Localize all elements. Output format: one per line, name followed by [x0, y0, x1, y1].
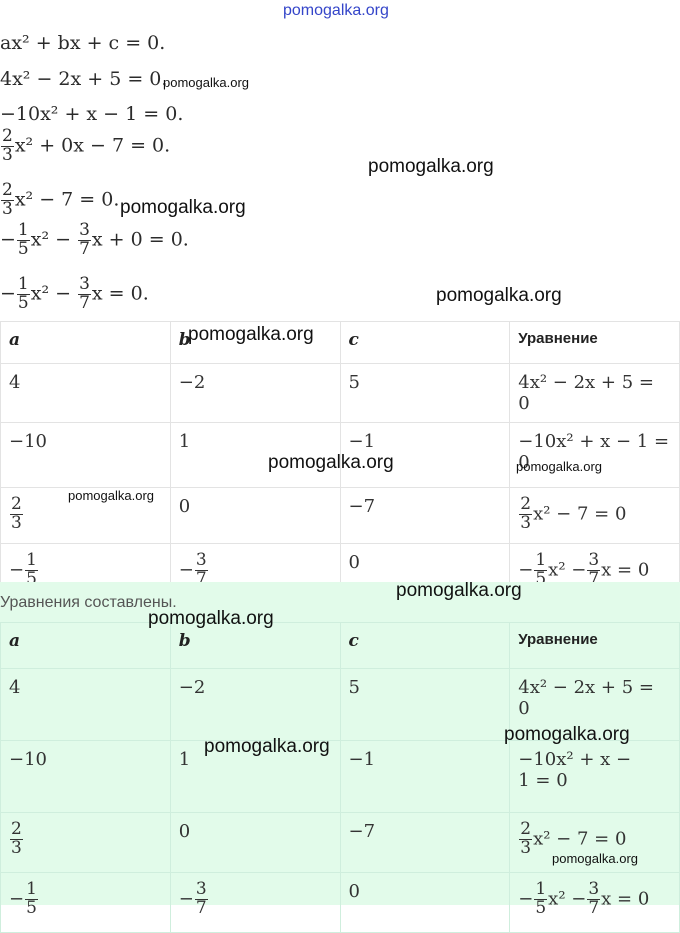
cell-c: −1	[339, 422, 511, 488]
header-equation: Уравнение	[509, 622, 680, 669]
cell-a: 4	[0, 668, 171, 741]
cell-c: 5	[339, 668, 511, 741]
watermark: pomogalka.org	[368, 156, 494, 177]
cell-b: 0	[169, 812, 341, 873]
watermark: pomogalka.org	[396, 580, 522, 601]
table-row: 4 −2 5 4x² − 2x + 5 = 0	[0, 668, 680, 741]
cell-b: −2	[169, 363, 341, 423]
coefficients-table: a b c Уравнение 4 −2 5 4x² − 2x + 5 = 0 …	[0, 321, 680, 599]
cell-c: −7	[339, 487, 511, 544]
header-c: c	[339, 321, 511, 364]
result-message: Уравнения составлены.	[0, 594, 177, 611]
header-a: a	[0, 622, 171, 669]
result-table: a b c Уравнение 4 −2 5 4x² − 2x + 5 = 0 −…	[0, 622, 680, 933]
cell-equation: 4x² − 2x + 5 = 0	[509, 668, 680, 741]
equation-general: ax² + bx + c = 0.	[0, 32, 166, 54]
watermark: pomogalka.org	[148, 608, 274, 629]
watermark: pomogalka.org	[120, 197, 246, 218]
watermark: pomogalka.org	[68, 488, 154, 503]
table-row: −1 5 −3 7 0 −1 5 x² −3 7 x = 0	[0, 872, 680, 933]
cell-a: −1 5	[0, 872, 171, 933]
watermark: pomogalka.org	[436, 285, 562, 306]
watermark: pomogalka.org	[163, 75, 249, 90]
cell-a: −10	[0, 740, 171, 813]
equation-1: 4x² − 2x + 5 = 0.	[0, 68, 168, 90]
cell-equation: 2 3 x² − 7 = 0	[509, 487, 680, 544]
equation-4: 2 3 x² − 7 = 0.	[1, 180, 120, 219]
cell-equation: −10x² + x − 1 = 0	[509, 422, 680, 488]
watermark: pomogalka.org	[204, 736, 330, 757]
header-b: b	[169, 622, 341, 669]
watermark: pomogalka.org	[516, 459, 602, 474]
cell-equation: 4x² − 2x + 5 = 0	[509, 363, 680, 423]
watermark: pomogalka.org	[552, 851, 638, 866]
header-c: c	[339, 622, 511, 669]
watermark-top: pomogalka.org	[283, 2, 389, 19]
cell-equation: −10x² + x −1 = 0	[509, 740, 680, 813]
watermark: pomogalka.org	[188, 324, 314, 345]
table-header-row: a b c Уравнение	[0, 321, 680, 364]
cell-a: −10	[0, 422, 171, 488]
cell-b: 1	[169, 422, 341, 488]
watermark: pomogalka.org	[504, 724, 630, 745]
cell-c: 5	[339, 363, 511, 423]
cell-b: −3 7	[169, 872, 341, 933]
cell-c: −7	[339, 812, 511, 873]
watermark: pomogalka.org	[268, 452, 394, 473]
cell-a: 4	[0, 363, 171, 423]
header-a: a	[0, 321, 171, 364]
cell-c: −1	[339, 740, 511, 813]
cell-b: 0	[169, 487, 341, 544]
table-header-row: a b c Уравнение	[0, 622, 680, 669]
table-row: −10 1 −1 −10x² + x − 1 = 0	[0, 422, 680, 488]
cell-c: 0	[339, 872, 511, 933]
equation-2: −10x² + x − 1 = 0.	[0, 103, 184, 125]
header-equation: Уравнение	[509, 321, 680, 364]
result-block: a b c Уравнение 4 −2 5 4x² − 2x + 5 = 0 −…	[0, 582, 680, 933]
table-row: −10 1 −1 −10x² + x −1 = 0	[0, 740, 680, 813]
cell-equation: 2 3 x² − 7 = 0	[509, 812, 680, 873]
cell-equation: −1 5 x² −3 7 x = 0	[509, 872, 680, 933]
cell-b: −2	[169, 668, 341, 741]
equation-3: 2 3 x² + 0x − 7 = 0.	[1, 126, 171, 165]
table-row: 4 −2 5 4x² − 2x + 5 = 0	[0, 363, 680, 423]
